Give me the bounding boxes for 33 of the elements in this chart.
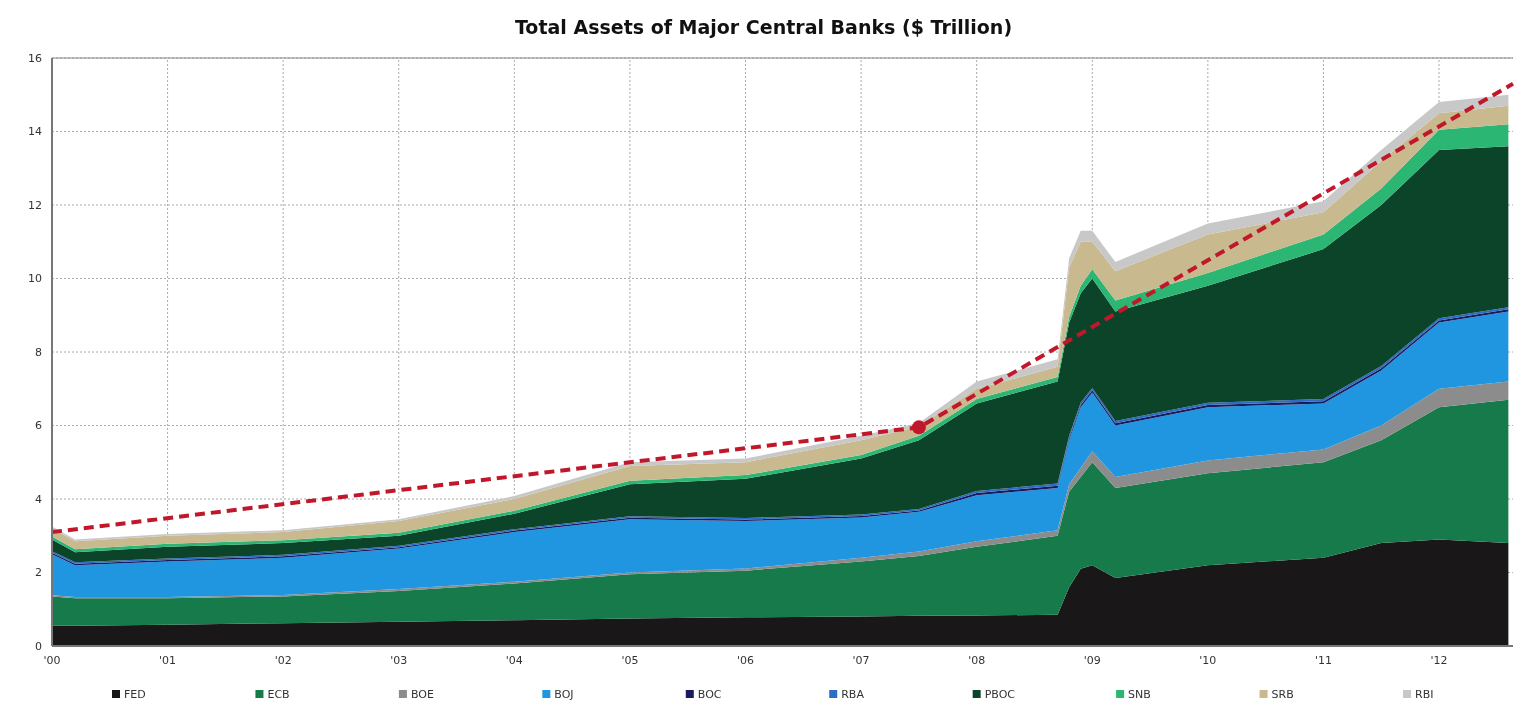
y-tick-label: 16 [28,51,42,65]
chart-title: Total Assets of Major Central Banks ($ Trillion) [514,16,1013,38]
x-tick-label: '02 [274,654,292,667]
legend-label: SNB [1128,688,1151,701]
y-tick-label: 12 [28,198,42,212]
y-tick-label: 2 [35,566,42,580]
x-tick-label: '11 [1314,654,1332,667]
x-tick-label: '05 [621,654,639,667]
x-tick-label: '09 [1083,654,1101,667]
legend-label: RBA [841,688,865,701]
x-tick-label: '10 [1199,654,1217,667]
y-tick-label: 10 [28,272,42,286]
y-tick-label: 0 [35,639,42,653]
x-tick-label: '07 [852,654,870,667]
legend-label: BOJ [554,688,574,701]
y-tick-label: 14 [28,125,42,139]
x-tick-label: '12 [1430,654,1448,667]
x-tick-label: '06 [737,654,755,667]
legend-label: BOE [410,688,434,701]
legend-label: BOC [697,688,722,701]
x-tick-label: '08 [968,654,986,667]
y-tick-label: 4 [35,492,42,506]
legend-label: RBI [1415,688,1434,701]
x-tick-label: '00 [43,654,61,667]
legend-label: PBOC [984,688,1016,701]
y-tick-label: 6 [35,419,42,433]
legend-label: ECB [267,688,290,701]
y-tick-label: 8 [35,345,42,359]
legend-label: FED [124,688,146,701]
legend-label: SRB [1271,688,1294,701]
x-tick-label: '03 [390,654,408,667]
x-tick-label: '01 [159,654,177,667]
x-tick-label: '04 [505,654,523,667]
